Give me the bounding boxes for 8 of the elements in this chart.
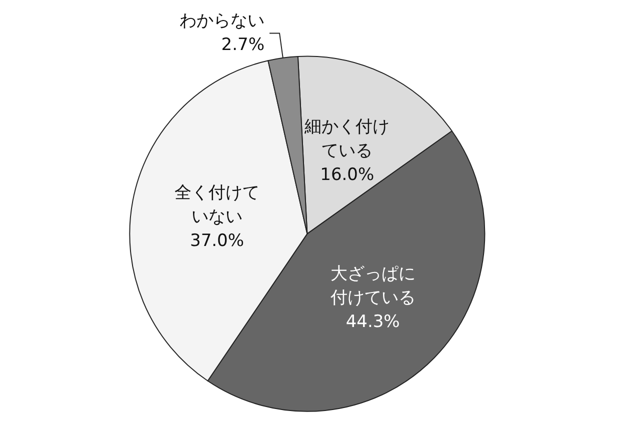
data-label: 37.0% bbox=[190, 230, 244, 251]
slice-label: 大ざっぱに付けている bbox=[329, 264, 416, 308]
slice-label: 全く付けていない bbox=[174, 182, 260, 227]
data-label: 44.3% bbox=[346, 312, 400, 332]
slice-label: わからない bbox=[180, 11, 265, 32]
slice-label: 細かく付けている bbox=[304, 117, 390, 162]
data-label: 16.0% bbox=[320, 165, 374, 186]
data-label: 2.7% bbox=[221, 35, 265, 56]
